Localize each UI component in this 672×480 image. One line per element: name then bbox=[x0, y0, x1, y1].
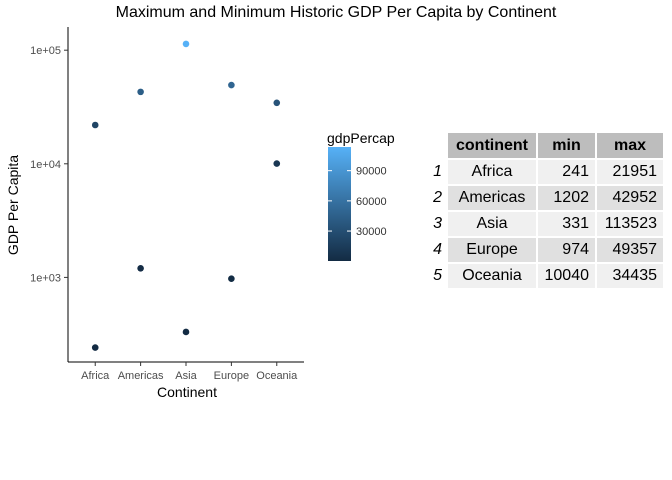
cell-max: 21951 bbox=[597, 160, 663, 184]
y-tick-label: 1e+05 bbox=[30, 45, 61, 57]
cell-min: 331 bbox=[538, 212, 595, 236]
cell-max: 49357 bbox=[597, 238, 663, 262]
x-axis-title: Continent bbox=[157, 384, 217, 400]
chart-title: Maximum and Minimum Historic GDP Per Cap… bbox=[116, 4, 557, 21]
legend-label: 30000 bbox=[356, 226, 387, 238]
cell-min: 241 bbox=[538, 160, 595, 184]
legend-label: 90000 bbox=[356, 166, 387, 178]
data-point bbox=[137, 265, 144, 272]
cell-min: 974 bbox=[538, 238, 595, 262]
cell-continent: Africa bbox=[448, 160, 536, 184]
summary-table: continent min max 1 Africa 241 21951 2 A… bbox=[428, 131, 665, 290]
data-points bbox=[91, 40, 281, 351]
x-tick-label: Americas bbox=[118, 370, 164, 382]
row-number-header bbox=[430, 133, 446, 158]
column-header-max: max bbox=[597, 133, 663, 158]
data-point bbox=[182, 328, 190, 336]
data-point bbox=[228, 275, 235, 282]
column-header-continent: continent bbox=[448, 133, 536, 158]
cell-max: 113523 bbox=[597, 212, 663, 236]
x-tick-label: Europe bbox=[214, 370, 249, 382]
x-tick-label: Oceania bbox=[256, 370, 298, 382]
x-axis-ticks: Africa Americas Asia Europe Oceania bbox=[81, 362, 298, 382]
cell-max: 34435 bbox=[597, 264, 663, 288]
y-axis-ticks: 1e+03 1e+04 1e+05 bbox=[30, 45, 68, 284]
table-row: 4 Europe 974 49357 bbox=[430, 238, 663, 262]
legend-label: 60000 bbox=[356, 196, 387, 208]
row-number: 5 bbox=[433, 267, 442, 284]
table-row: 5 Oceania 10040 34435 bbox=[430, 264, 663, 288]
x-tick-label: Asia bbox=[175, 370, 197, 382]
data-point bbox=[137, 88, 144, 96]
legend-colorbar bbox=[328, 147, 351, 261]
data-point bbox=[273, 160, 281, 167]
row-number: 4 bbox=[433, 241, 442, 258]
table-row: 3 Asia 331 113523 bbox=[430, 212, 663, 236]
legend-title: gdpPercap bbox=[327, 130, 395, 146]
cell-continent: Asia bbox=[448, 212, 536, 236]
data-point bbox=[182, 40, 190, 48]
table-row: 2 Americas 1202 42952 bbox=[430, 186, 663, 210]
table-header-row: continent min max bbox=[430, 133, 663, 158]
y-tick-label: 1e+03 bbox=[30, 272, 61, 284]
table-row: 1 Africa 241 21951 bbox=[430, 160, 663, 184]
y-axis-title: GDP Per Capita bbox=[5, 155, 21, 255]
color-legend: gdpPercap 30000 60000 90000 bbox=[327, 130, 395, 261]
cell-min: 1202 bbox=[538, 186, 595, 210]
data-point bbox=[91, 344, 99, 351]
column-header-min: min bbox=[538, 133, 595, 158]
y-tick-label: 1e+04 bbox=[30, 159, 61, 171]
data-point bbox=[228, 81, 235, 89]
row-number: 3 bbox=[433, 215, 442, 232]
cell-max: 42952 bbox=[597, 186, 663, 210]
cell-continent: Oceania bbox=[448, 264, 536, 288]
cell-continent: Europe bbox=[448, 238, 536, 262]
row-number: 2 bbox=[433, 189, 442, 206]
row-number: 1 bbox=[433, 163, 442, 180]
data-point bbox=[91, 121, 99, 129]
cell-min: 10040 bbox=[538, 264, 595, 288]
x-tick-label: Africa bbox=[81, 370, 110, 382]
data-point bbox=[273, 99, 281, 107]
cell-continent: Americas bbox=[448, 186, 536, 210]
